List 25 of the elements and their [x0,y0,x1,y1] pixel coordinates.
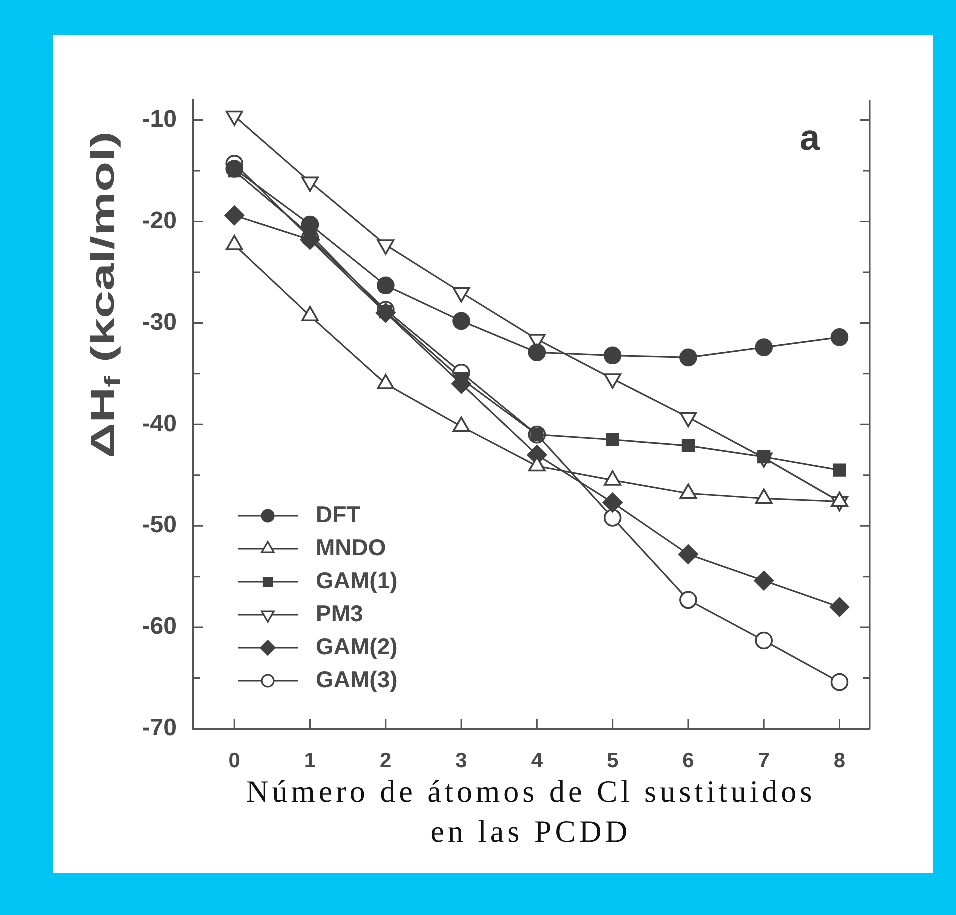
legend-label: DFT [316,501,361,528]
legend-label: GAM(2) [316,633,398,660]
y-tick-label: -10 [142,106,177,133]
y-tick-label: -50 [142,512,177,539]
x-tick-label: 2 [380,749,392,772]
x-tick-label: 0 [228,749,240,772]
legend-label: GAM(3) [316,666,398,692]
y-axis-title: ΔHf (kcal/mol) [84,132,125,459]
x-tick-label: 4 [531,749,544,772]
x-tick-label: 6 [682,749,694,772]
y-tick-label: -30 [142,308,177,336]
x-tick-label: 5 [606,749,619,772]
x-axis-title: Número de átomos de Cl sustituidos en las PCDD [245,773,817,851]
y-tick-label: -20 [142,207,177,234]
legend-label: PM3 [316,600,364,626]
x-tick-label: 8 [834,749,846,772]
legend-label: MNDO [316,534,386,560]
x-tick-label: 1 [304,749,316,772]
x-tick-label: 7 [758,749,770,772]
legend-label: GAM(1) [316,567,398,594]
y-tick-label: -70 [142,714,177,742]
annotation: a [800,116,821,158]
x-tick-label: 3 [456,749,468,772]
y-tick-label: -60 [142,613,177,640]
y-tick-label: -40 [142,410,177,438]
